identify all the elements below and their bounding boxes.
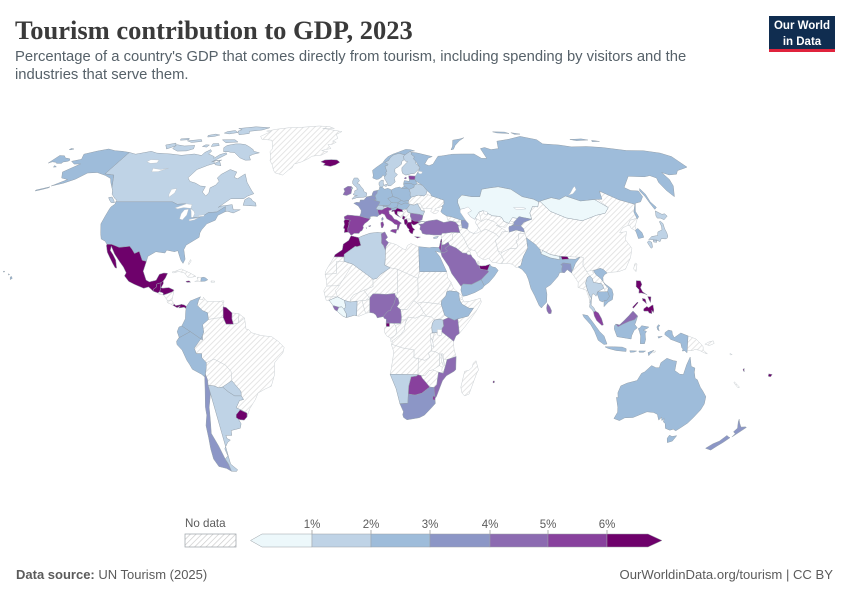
svg-text:4%: 4% [482, 519, 499, 531]
svg-text:5%: 5% [540, 519, 557, 531]
svg-text:2%: 2% [363, 519, 380, 531]
svg-text:6%: 6% [599, 519, 616, 531]
svg-text:3%: 3% [422, 519, 439, 531]
svg-text:1%: 1% [304, 519, 321, 531]
